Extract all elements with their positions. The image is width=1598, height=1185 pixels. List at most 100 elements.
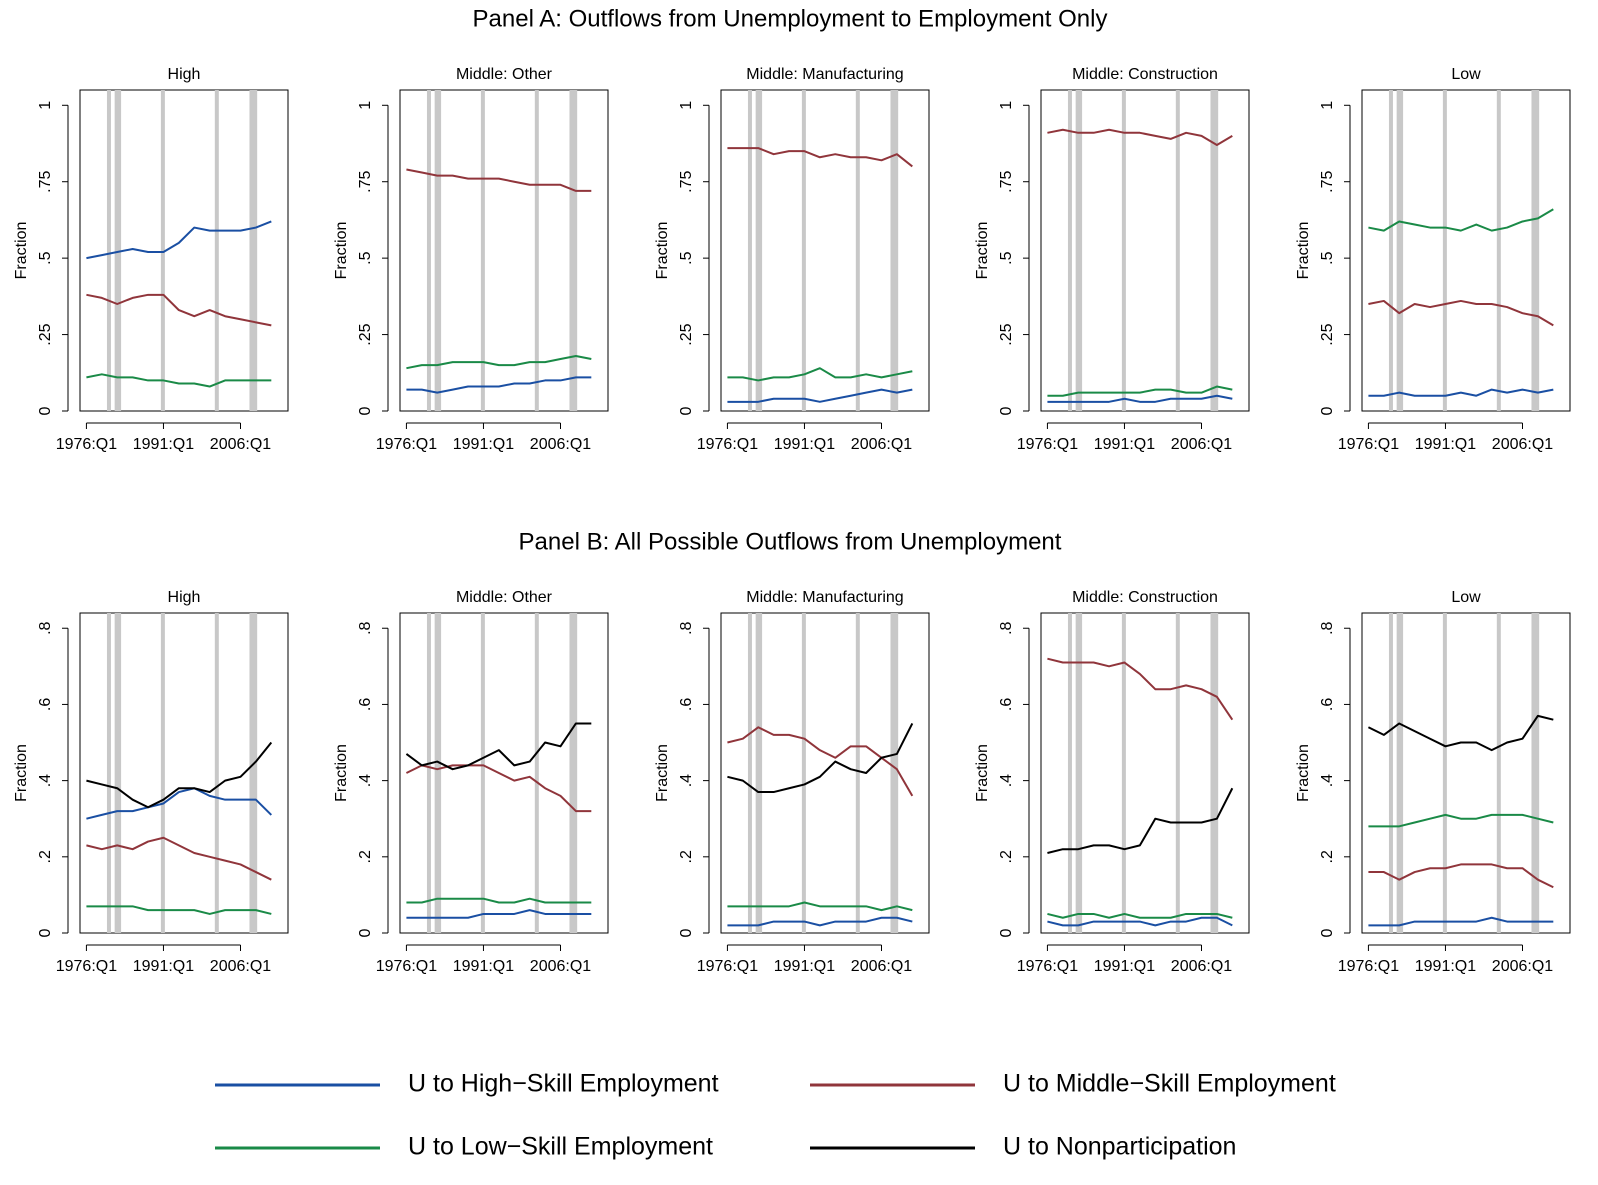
- recession-band: [160, 90, 165, 411]
- y-tick-label: 0: [357, 406, 374, 415]
- recession-band: [1175, 90, 1180, 411]
- x-tick-label: 1991:Q1: [133, 958, 194, 975]
- x-tick-label: 2006:Q1: [210, 436, 271, 453]
- recession-band: [890, 613, 899, 933]
- y-tick-label: .8: [1319, 621, 1336, 634]
- series-line: [727, 723, 914, 794]
- y-tick-label: 1: [1319, 101, 1336, 110]
- recession-band: [1067, 613, 1072, 933]
- recession-band: [1388, 90, 1393, 411]
- y-tick-label: 0: [678, 406, 695, 415]
- recession-band: [1075, 613, 1083, 933]
- y-tick-label: .8: [678, 621, 695, 634]
- series-line: [1047, 128, 1233, 147]
- x-tick-label: 2006:Q1: [851, 958, 912, 975]
- x-tick-label: 1976:Q1: [1338, 436, 1399, 453]
- x-tick-label: 1991:Q1: [453, 436, 514, 453]
- x-tick-label: 2006:Q1: [530, 436, 591, 453]
- series-line: [406, 376, 592, 394]
- recession-band: [249, 90, 258, 411]
- recession-band: [1496, 613, 1501, 933]
- recession-band: [1442, 613, 1447, 933]
- series-line: [1368, 208, 1554, 232]
- chart-title: High: [168, 66, 201, 83]
- x-tick-label: 1976:Q1: [1017, 436, 1078, 453]
- recession-band: [1396, 90, 1404, 411]
- recession-band: [114, 613, 122, 933]
- y-axis-label: Fraction: [13, 744, 30, 802]
- y-tick-label: .6: [998, 698, 1015, 711]
- series-line: [405, 722, 592, 771]
- recession-band: [214, 613, 219, 933]
- y-tick-label: .2: [998, 850, 1015, 863]
- recession-band: [1121, 90, 1126, 411]
- x-tick-label: 1991:Q1: [1094, 958, 1155, 975]
- x-tick-label: 1976:Q1: [697, 436, 758, 453]
- series-line: [406, 354, 592, 370]
- y-tick-label: .2: [1319, 850, 1336, 863]
- x-tick-label: 1991:Q1: [774, 436, 835, 453]
- y-tick-label: .75: [678, 170, 695, 192]
- series-line: [1367, 714, 1554, 752]
- recession-band: [1531, 90, 1540, 411]
- series-line: [86, 905, 272, 915]
- recession-band: [434, 90, 442, 411]
- series-line: [727, 916, 913, 927]
- y-tick-label: .8: [37, 621, 54, 634]
- panel-title: Panel B: All Possible Outflows from Unem…: [519, 528, 1062, 555]
- recession-band: [1442, 90, 1447, 411]
- y-tick-label: 0: [998, 928, 1015, 937]
- series-line: [1368, 813, 1554, 828]
- series-line: [86, 293, 272, 327]
- y-axis-label: Fraction: [654, 222, 671, 280]
- recession-band: [534, 90, 539, 411]
- y-tick-label: .2: [357, 850, 374, 863]
- y-tick-label: .75: [357, 170, 374, 192]
- series-line: [1047, 912, 1233, 919]
- y-tick-label: .75: [37, 170, 54, 192]
- series-line: [86, 220, 272, 260]
- x-tick-label: 2006:Q1: [1492, 958, 1553, 975]
- series-line: [406, 897, 592, 904]
- recession-band: [1121, 613, 1126, 933]
- recession-band: [747, 90, 752, 411]
- chart-title: Middle: Construction: [1072, 66, 1218, 83]
- recession-band: [106, 613, 111, 933]
- series-line: [1368, 916, 1554, 927]
- x-tick-label: 1991:Q1: [1094, 436, 1155, 453]
- x-tick-label: 1991:Q1: [453, 958, 514, 975]
- recession-band: [434, 613, 442, 933]
- y-tick-label: .25: [678, 323, 695, 345]
- y-tick-label: .8: [357, 621, 374, 634]
- chart-title: Middle: Manufacturing: [746, 66, 903, 83]
- recession-band: [426, 613, 431, 933]
- y-tick-label: .2: [678, 850, 695, 863]
- y-tick-label: .4: [357, 774, 374, 787]
- recession-band: [801, 90, 806, 411]
- x-tick-label: 2006:Q1: [1171, 436, 1232, 453]
- y-axis-label: Fraction: [974, 744, 991, 802]
- x-tick-label: 2006:Q1: [210, 958, 271, 975]
- recession-band: [755, 90, 763, 411]
- recession-band: [1075, 90, 1083, 411]
- series-line: [86, 741, 273, 809]
- recession-band: [534, 613, 539, 933]
- x-tick-label: 1976:Q1: [697, 958, 758, 975]
- recession-band: [747, 613, 752, 933]
- recession-band: [1531, 613, 1540, 933]
- legend-label: U to Middle−Skill Employment: [1003, 1070, 1336, 1098]
- y-tick-label: .75: [1319, 170, 1336, 192]
- recession-band: [569, 90, 578, 411]
- y-tick-label: .4: [37, 774, 54, 787]
- y-tick-label: .25: [1319, 323, 1336, 345]
- y-tick-label: 1: [357, 101, 374, 110]
- series-line: [727, 147, 913, 168]
- panel-title: Panel A: Outflows from Unemployment to E…: [473, 5, 1108, 32]
- recession-band: [1067, 90, 1072, 411]
- y-tick-label: .5: [357, 251, 374, 264]
- y-tick-label: .25: [357, 323, 374, 345]
- y-tick-label: .5: [998, 251, 1015, 264]
- recession-band: [569, 613, 578, 933]
- y-tick-label: .25: [998, 323, 1015, 345]
- recession-band: [855, 613, 860, 933]
